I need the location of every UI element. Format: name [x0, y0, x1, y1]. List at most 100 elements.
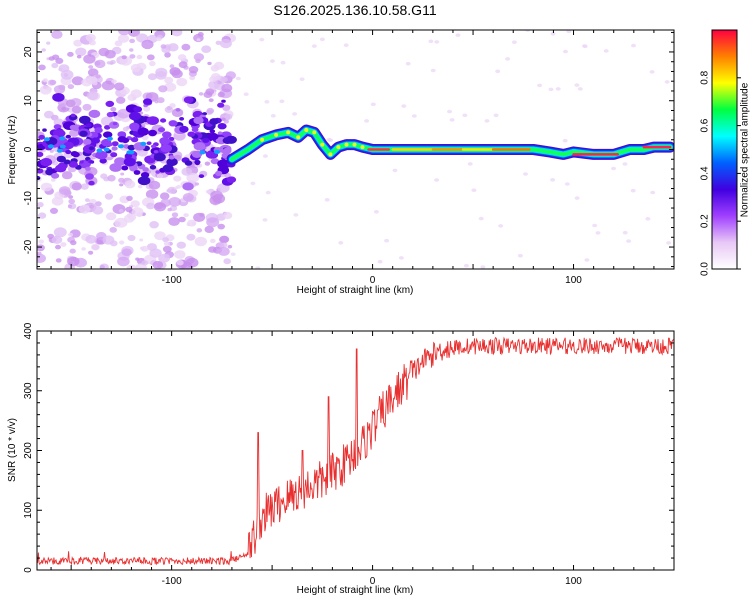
noise-blob: [70, 240, 77, 246]
noise-blob: [203, 91, 213, 98]
noise-blob: [210, 65, 220, 72]
noise-blob: [41, 48, 46, 52]
noise-blob: [428, 39, 434, 44]
noise-blob: [223, 211, 233, 220]
band-blob: [70, 113, 76, 118]
noise-blob: [51, 178, 56, 182]
noise-blob: [147, 73, 158, 81]
band-blob: [142, 167, 149, 172]
band-blob: [193, 116, 204, 125]
noise-blob: [156, 97, 165, 104]
noise-blob: [141, 135, 149, 141]
noise-blob: [463, 263, 469, 268]
band-blob: [68, 161, 79, 168]
noise-blob: [230, 252, 236, 256]
band-blob: [226, 176, 237, 183]
noise-blob: [262, 218, 268, 222]
noise-blob: [80, 183, 89, 190]
noise-blob: [67, 256, 80, 267]
noise-blob: [85, 198, 90, 203]
noise-blob: [207, 61, 212, 66]
band-blob: [70, 151, 79, 157]
band-blob: [79, 160, 84, 164]
band-blob: [162, 131, 172, 139]
band-blob: [191, 127, 199, 133]
colorbar: 0.0 0.2 0.4 0.6 0.8 Normalized spectral ampl…: [700, 29, 750, 276]
noise-blob: [152, 260, 164, 269]
y-tick-label: 10: [23, 95, 34, 107]
noise-blob: [186, 172, 200, 183]
noise-blob: [235, 76, 241, 81]
noise-blob: [462, 113, 468, 118]
noise-blob: [130, 89, 142, 99]
noise-blob: [664, 80, 670, 84]
noise-blob: [511, 40, 517, 44]
noise-blob: [124, 180, 136, 189]
noise-blob: [434, 178, 440, 182]
band-blob: [194, 161, 200, 166]
noise-blob: [195, 58, 201, 64]
noise-blob: [185, 257, 199, 268]
noise-blob: [160, 44, 167, 49]
noise-blob: [279, 99, 285, 104]
noise-blob: [171, 30, 183, 37]
noise-blob: [176, 259, 184, 266]
noise-blob: [324, 198, 330, 202]
noise-blob: [196, 228, 203, 233]
noise-blob: [265, 190, 271, 195]
noise-blob: [119, 240, 125, 245]
noise-blob: [563, 49, 568, 54]
band-blob: [140, 141, 147, 146]
noise-blob: [455, 33, 461, 37]
noise-blob: [392, 168, 398, 173]
noise-blob: [220, 76, 228, 83]
noise-blob: [219, 235, 229, 244]
band-blob: [225, 135, 237, 144]
band-blob: [214, 149, 220, 154]
noise-blob: [88, 40, 96, 46]
band-blob: [95, 150, 108, 160]
colorbar-ticks: 0.0 0.2 0.4 0.6 0.8: [700, 70, 741, 276]
noise-blob: [119, 183, 124, 187]
noise-blob: [269, 59, 275, 63]
band-blob: [210, 158, 220, 165]
y-tick-label: 0: [23, 567, 34, 573]
band-blob: [221, 99, 226, 103]
noise-blob: [212, 193, 226, 204]
noise-blob: [117, 256, 130, 267]
ridge-dot: [296, 135, 301, 140]
band-blob: [168, 136, 175, 141]
noise-blob: [208, 98, 214, 103]
noise-blob: [292, 112, 298, 116]
noise-blob: [105, 212, 117, 221]
noise-blob: [145, 189, 159, 199]
band-blob: [150, 144, 157, 149]
noise-blob: [204, 225, 214, 233]
colorbar-tick-label: 0.6: [700, 118, 711, 132]
noise-blob: [59, 186, 71, 195]
noise-blob: [85, 33, 96, 42]
band-blob: [160, 144, 172, 153]
band-blob: [59, 144, 66, 149]
band-blob: [129, 122, 140, 130]
noise-blob: [630, 188, 636, 193]
band-blob: [217, 123, 227, 130]
noise-blob: [117, 108, 130, 119]
band-blob: [127, 144, 136, 151]
noise-blob: [118, 177, 125, 183]
band-blob: [37, 151, 44, 158]
noise-blob: [55, 244, 61, 250]
noise-blob: [255, 266, 261, 269]
band-blob: [51, 172, 60, 179]
band-blob: [63, 141, 74, 150]
noise-blob: [40, 182, 53, 192]
band-blob: [217, 159, 230, 168]
noise-blob: [88, 250, 94, 255]
ridge-dot: [328, 152, 333, 157]
noise-blob: [153, 202, 167, 212]
band-blob: [43, 137, 50, 142]
noise-blob: [493, 113, 499, 118]
band-blob: [175, 108, 181, 112]
colorbar-tick-label: 0.2: [700, 214, 711, 228]
